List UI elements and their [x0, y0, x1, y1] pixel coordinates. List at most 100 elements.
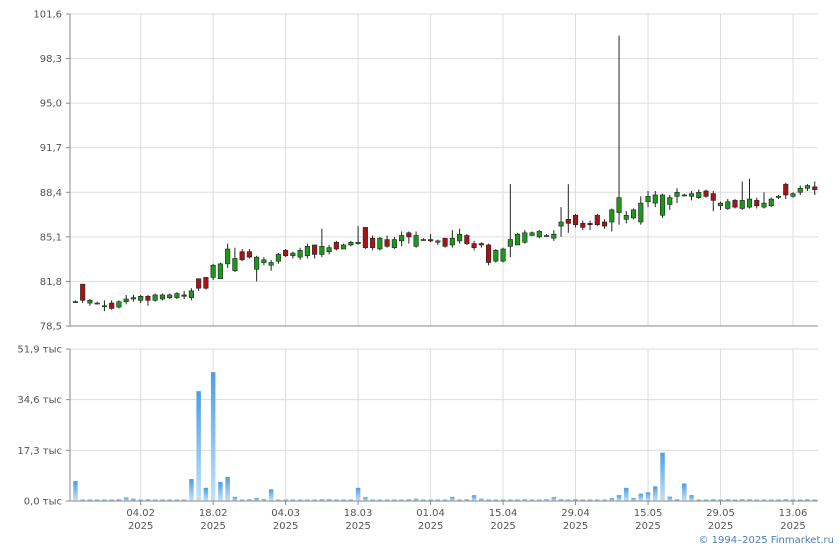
candle	[761, 192, 767, 209]
candle-body-up	[377, 237, 383, 250]
candle-body-up	[159, 294, 165, 300]
candle-body-down	[464, 235, 470, 244]
candle	[196, 278, 202, 291]
candle-body-up	[435, 240, 441, 243]
volume-bar	[732, 499, 738, 501]
volume-bar	[319, 499, 325, 501]
candle	[522, 230, 528, 244]
candle-body-up	[420, 239, 426, 241]
volume-bar	[174, 499, 180, 501]
candle-body-up	[130, 297, 136, 300]
volume-bar	[529, 499, 535, 501]
candle	[710, 190, 716, 212]
volume-bar	[94, 499, 100, 501]
candle-body-up	[536, 231, 542, 238]
candle-body-up	[688, 193, 695, 197]
volume-bar	[167, 499, 172, 501]
candle	[420, 238, 426, 241]
price-tick-label: 91,7	[40, 143, 62, 154]
candle-body-down	[145, 295, 151, 301]
candle-body-up	[659, 194, 666, 216]
price-tick-label: 81,8	[40, 277, 62, 288]
volume-bar	[450, 496, 455, 501]
volume-bar	[232, 496, 238, 501]
candle-body-up	[167, 294, 173, 298]
candle	[254, 255, 260, 282]
candle	[355, 226, 361, 245]
candle-body-down	[783, 183, 789, 196]
volume-bar	[631, 498, 636, 501]
candle-body-down	[580, 223, 586, 228]
volume-bar	[442, 499, 448, 501]
candle-body-up	[804, 185, 811, 189]
candle	[283, 249, 289, 258]
candle-body-up	[493, 250, 499, 262]
x-tick-date-label: 01.04	[416, 508, 445, 519]
candle-body-up	[94, 302, 100, 305]
candle-body-up	[232, 258, 238, 271]
candle-body-down	[109, 302, 115, 309]
candle-body-up	[522, 232, 528, 243]
candle-body-down	[710, 193, 716, 201]
volume-bar	[797, 499, 803, 501]
candle-body-down	[80, 283, 86, 301]
candle	[152, 293, 158, 302]
volume-bar	[674, 499, 680, 501]
candle	[630, 208, 637, 220]
candle	[703, 189, 709, 198]
copyright-credit: © 1994–2025 Finmarket.ru	[698, 535, 834, 546]
candle	[681, 193, 687, 197]
candle	[435, 239, 441, 245]
candle	[536, 230, 542, 239]
candle-body-up	[268, 262, 274, 266]
volume-bar	[138, 499, 143, 501]
candle	[413, 231, 419, 248]
candle	[725, 199, 731, 210]
candle-body-down	[478, 243, 484, 246]
x-tick-year-label: 2025	[200, 521, 225, 532]
candle	[573, 213, 579, 228]
price-tick-label: 98,3	[40, 54, 62, 65]
candle-body-down	[370, 237, 376, 248]
candle-body-up	[544, 235, 550, 237]
volume-bar	[225, 476, 230, 501]
volume-bar	[696, 499, 702, 501]
x-tick-date-label: 04.02	[126, 508, 155, 519]
candle	[674, 188, 680, 204]
candle	[659, 193, 666, 218]
candle	[717, 201, 724, 210]
volume-bar	[537, 499, 542, 501]
volume-bar	[479, 498, 484, 501]
volume-bar	[421, 499, 426, 501]
candle-body-down	[196, 278, 202, 289]
candle	[72, 300, 78, 304]
price-tick-label: 85,1	[40, 232, 62, 243]
candle	[159, 293, 165, 301]
volume-bar	[544, 499, 549, 501]
x-tick-year-label: 2025	[128, 521, 153, 532]
volume-bar	[109, 499, 114, 501]
candle	[551, 230, 557, 241]
x-tick-year-label: 2025	[490, 521, 515, 532]
candle-body-up	[87, 300, 93, 304]
candle	[667, 194, 673, 210]
x-tick-year-label: 2025	[418, 521, 443, 532]
candle-body-up	[725, 201, 731, 209]
candle	[638, 196, 644, 225]
volume-bar	[413, 498, 419, 501]
candle-body-down	[812, 186, 818, 190]
volume-bar	[268, 489, 274, 501]
volume-bar	[457, 499, 462, 501]
volume-bar	[399, 499, 404, 501]
volume-bar	[464, 499, 470, 501]
candle-body-down	[754, 200, 760, 207]
candle	[333, 240, 339, 251]
candle-body-up	[138, 295, 144, 301]
volume-bar	[551, 497, 557, 501]
candle	[645, 190, 651, 208]
x-tick-date-label: 18.02	[199, 508, 228, 519]
candle	[544, 234, 550, 237]
candle	[261, 257, 267, 266]
candle-body-down	[587, 223, 593, 226]
